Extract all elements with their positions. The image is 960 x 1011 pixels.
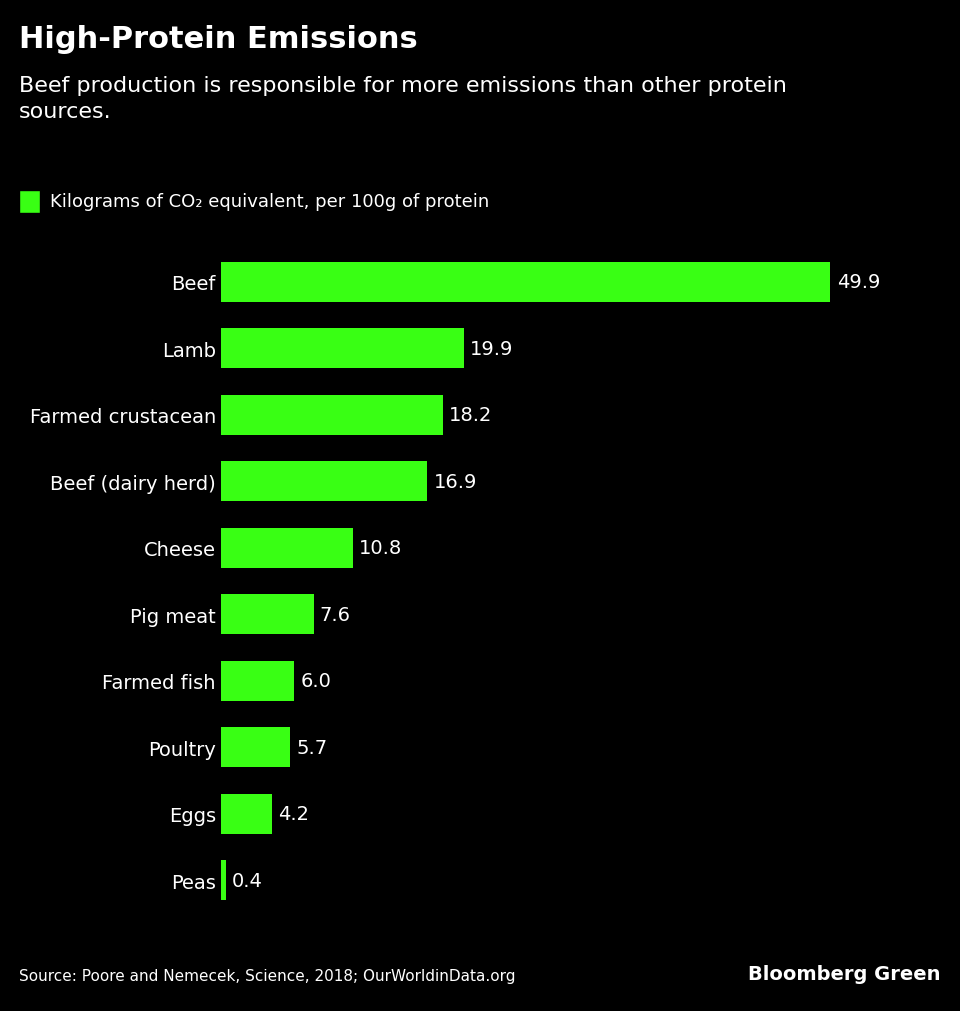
Text: 7.6: 7.6 [320,605,350,624]
Bar [221,594,314,635]
Text: 19.9: 19.9 [470,340,514,358]
Bar [221,329,464,369]
Text: 5.7: 5.7 [297,738,327,757]
Bar [221,395,444,435]
Text: 10.8: 10.8 [359,539,402,558]
Text: Bloomberg Green: Bloomberg Green [748,963,941,983]
Bar [221,794,272,834]
Text: Source: Poore and Nemecek, Science, 2018; OurWorldinData.org: Source: Poore and Nemecek, Science, 2018… [19,968,516,983]
Bar [221,661,294,701]
Text: 49.9: 49.9 [836,273,880,292]
Bar [221,860,226,900]
Text: 4.2: 4.2 [278,805,309,823]
Bar [221,263,830,302]
Bar [221,728,291,767]
Text: Beef production is responsible for more emissions than other protein
sources.: Beef production is responsible for more … [19,76,787,121]
Text: 16.9: 16.9 [433,472,477,491]
Text: 18.2: 18.2 [449,405,492,425]
Bar [221,462,427,501]
Text: 0.4: 0.4 [231,870,263,890]
Text: High-Protein Emissions: High-Protein Emissions [19,25,418,55]
Text: 6.0: 6.0 [300,671,331,691]
Text: Kilograms of CO₂ equivalent, per 100g of protein: Kilograms of CO₂ equivalent, per 100g of… [50,193,490,211]
Bar [221,528,352,568]
